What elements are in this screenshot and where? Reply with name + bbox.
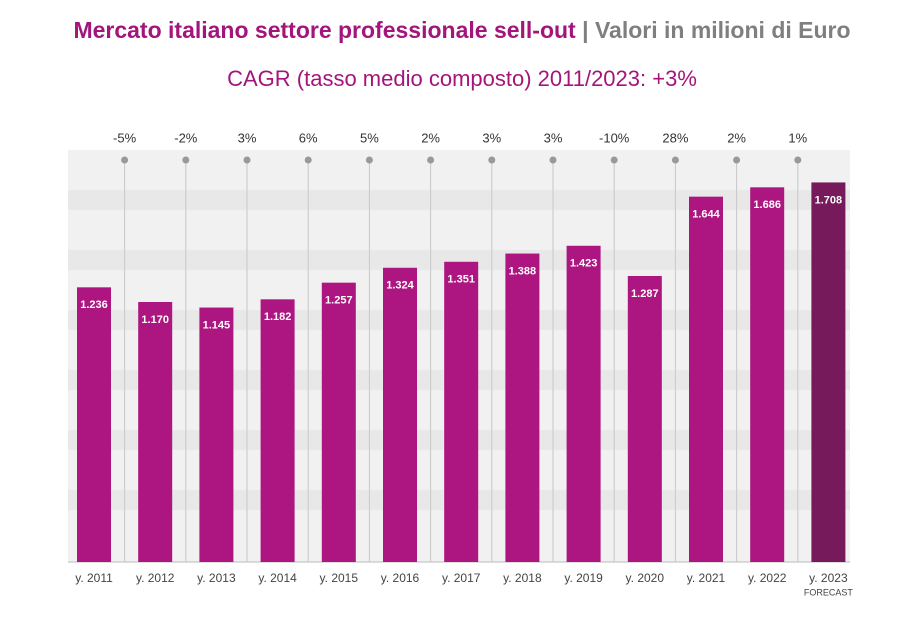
growth-label: 3%: [482, 130, 501, 145]
title-note: | Valori in milioni di Euro: [582, 17, 850, 43]
growth-dot: [243, 156, 251, 164]
growth-dot: [733, 156, 741, 164]
growth-dot: [427, 156, 435, 164]
x-tick-label: y. 2019: [564, 571, 603, 585]
value-label: 1.182: [264, 311, 292, 323]
bar: [138, 302, 173, 562]
growth-dot: [671, 156, 679, 164]
bar: [627, 276, 662, 562]
growth-label: 2%: [727, 130, 746, 145]
x-tick-label: y. 2016: [381, 571, 420, 585]
bar: [505, 253, 540, 563]
x-tick-label: y. 2017: [442, 571, 481, 585]
growth-dot: [365, 156, 373, 164]
value-label: 1.423: [570, 258, 598, 270]
growth-dot: [304, 156, 312, 164]
growth-dot: [488, 156, 496, 164]
growth-label: 3%: [544, 130, 563, 145]
growth-dot: [182, 156, 190, 164]
value-label: 1.351: [447, 274, 475, 286]
bar: [444, 261, 479, 562]
growth-label: 28%: [662, 130, 688, 145]
x-tick-label: y. 2022: [748, 571, 787, 585]
value-label: 1.287: [631, 288, 659, 300]
x-tick-label: y. 2015: [320, 571, 359, 585]
x-tick-label: y. 2014: [258, 571, 297, 585]
value-label: 1.257: [325, 295, 353, 307]
growth-label: 1%: [788, 130, 807, 145]
growth-dot: [610, 156, 618, 164]
chart-title: Mercato italiano settore professionale s…: [73, 17, 576, 43]
growth-label: 5%: [360, 130, 379, 145]
value-label: 1.686: [753, 199, 781, 211]
bar: [750, 187, 785, 563]
value-label: 1.324: [386, 280, 414, 292]
value-label: 1.145: [203, 319, 231, 331]
x-tick-label: y. 2018: [503, 571, 542, 585]
x-tick-label: y. 2013: [197, 571, 236, 585]
growth-dot: [794, 156, 802, 164]
value-label: 1.644: [692, 209, 720, 221]
growth-label: 2%: [421, 130, 440, 145]
bar: [566, 245, 601, 562]
bar: [811, 182, 846, 562]
growth-label: -10%: [599, 130, 630, 145]
growth-label: -5%: [113, 130, 137, 145]
x-tick-label: y. 2023: [809, 571, 848, 585]
x-tick-label: y. 2011: [75, 571, 113, 585]
bar: [321, 282, 356, 562]
chart-subtitle: CAGR (tasso medio composto) 2011/2023: +…: [227, 66, 697, 91]
value-label: 1.388: [509, 265, 537, 277]
value-label: 1.236: [80, 299, 108, 311]
growth-label: 6%: [299, 130, 318, 145]
growth-label: -2%: [174, 130, 198, 145]
x-tick-label: y. 2020: [626, 571, 665, 585]
x-tick-label: y. 2021: [687, 571, 726, 585]
bar: [260, 299, 295, 562]
bar: [689, 196, 723, 562]
bar: [383, 267, 417, 562]
bar: [199, 307, 234, 562]
forecast-note: FORECAST: [804, 587, 854, 597]
x-tick-label: y. 2012: [136, 571, 175, 585]
growth-label: 3%: [238, 130, 257, 145]
growth-dot: [121, 156, 129, 164]
bar: [77, 287, 111, 562]
growth-dot: [549, 156, 557, 164]
value-label: 1.708: [815, 194, 843, 206]
title-group: Mercato italiano settore professionale s…: [73, 17, 850, 43]
value-label: 1.170: [141, 314, 169, 326]
